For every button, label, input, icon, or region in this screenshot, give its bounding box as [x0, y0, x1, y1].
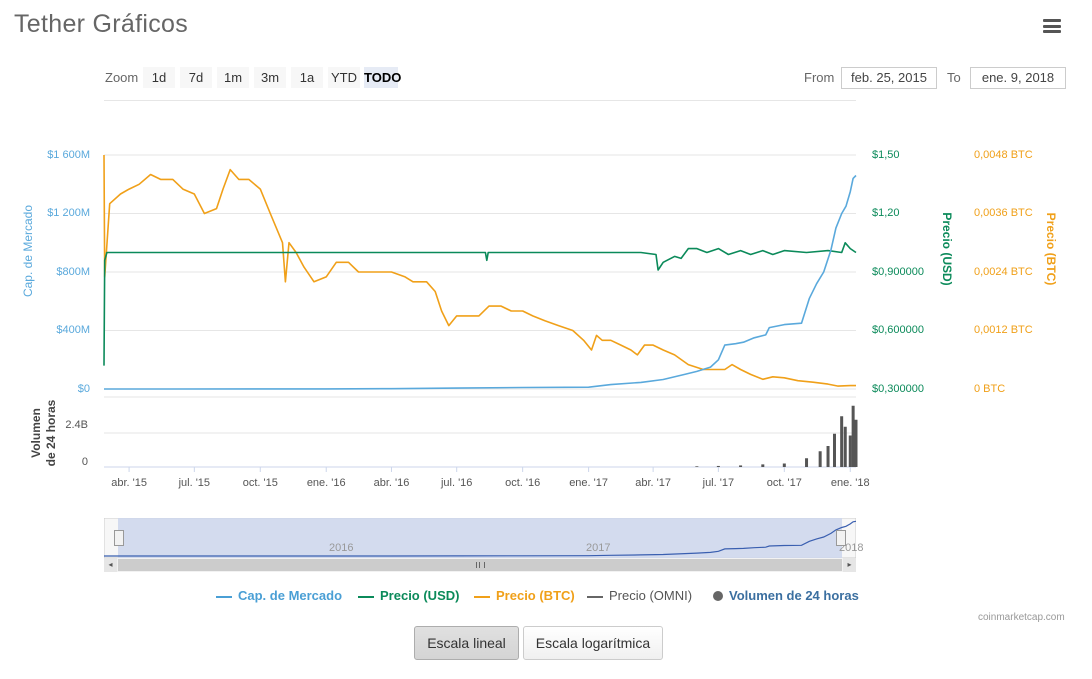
circle-icon	[713, 591, 723, 601]
volume-bar	[851, 405, 855, 467]
x-tick-label: abr. '15	[111, 477, 147, 489]
price-btc-tick: 0,0048 BTC	[974, 149, 1033, 161]
toolbar-divider	[104, 100, 856, 101]
linear-scale-button[interactable]: Escala lineal	[414, 626, 519, 660]
zoom-ytd-button[interactable]: YTD	[328, 67, 360, 88]
market-cap-tick: $1 200M	[47, 207, 90, 219]
navigator-label-2017: 2017	[586, 542, 611, 554]
x-tick-label: jul. '16	[440, 477, 473, 489]
line-icon	[358, 595, 374, 598]
zoom-1a-button[interactable]: 1a	[291, 67, 323, 88]
volume-bar	[848, 435, 852, 467]
menu-icon[interactable]	[1043, 19, 1061, 33]
x-tick-label: jul. '15	[178, 477, 211, 489]
volume-bar	[854, 419, 858, 467]
volume-bar	[739, 465, 743, 467]
x-tick-label: oct. '15	[242, 477, 278, 489]
x-tick-label: ene. '16	[306, 477, 346, 489]
price-btc-tick: 0,0036 BTC	[974, 207, 1033, 219]
volume-bar	[782, 463, 786, 467]
volume-tick: 2.4B	[65, 419, 88, 431]
volume-bar	[695, 466, 699, 467]
x-tick-label: oct. '16	[505, 477, 541, 489]
series-line-price-usd	[103, 242, 857, 366]
page-title: Tether Gráficos	[14, 10, 189, 38]
x-tick-label: oct. '17	[766, 477, 802, 489]
market-cap-tick: $400M	[56, 324, 90, 336]
log-scale-button[interactable]: Escala logarítmica	[523, 626, 663, 660]
price-chart	[103, 154, 858, 472]
series-line-price-btc	[103, 154, 856, 387]
x-tick-label: jul. '17	[702, 477, 735, 489]
navigator-selection	[118, 518, 842, 558]
x-tick-label: abr. '16	[373, 477, 410, 489]
line-icon	[474, 595, 490, 598]
scroll-right-arrow-icon[interactable]: ▸	[843, 558, 856, 572]
navigator[interactable]	[103, 517, 857, 559]
line-icon	[216, 595, 232, 598]
from-date-input[interactable]: feb. 25, 2015	[841, 67, 937, 89]
from-label: From	[804, 70, 835, 85]
x-tick-label: abr. '17	[635, 477, 671, 489]
price-usd-tick: $1,20	[872, 207, 900, 219]
legend-price-usd[interactable]: Precio (USD)	[358, 588, 459, 603]
market-cap-tick: $800M	[56, 266, 90, 278]
navigator-left-handle[interactable]	[114, 530, 124, 546]
market-cap-tick: $0	[77, 383, 90, 395]
to-date-input[interactable]: ene. 9, 2018	[970, 67, 1066, 89]
scrollbar[interactable]: ◂ ▸	[104, 558, 856, 572]
volume-bar	[761, 464, 765, 467]
price-btc-tick: 0,0012 BTC	[974, 324, 1033, 336]
series-line-market-cap	[104, 174, 857, 390]
zoom-all-button[interactable]: TODO	[364, 67, 401, 88]
volume-bar	[805, 458, 809, 467]
line-icon	[587, 595, 603, 598]
x-tick-label: ene. '17	[569, 477, 608, 489]
volume-bar	[818, 451, 822, 467]
scrollbar-thumb[interactable]	[118, 559, 842, 571]
legend-price-omni[interactable]: Precio (OMNI)	[587, 588, 692, 603]
legend-volume[interactable]: Volumen de 24 horas	[713, 588, 859, 603]
price-usd-tick: $0,600000	[872, 324, 924, 336]
volume-bar	[840, 416, 844, 467]
zoom-label: Zoom	[105, 70, 139, 85]
volume-bar	[832, 433, 836, 467]
volume-bar	[843, 426, 847, 467]
zoom-1m-button[interactable]: 1m	[217, 67, 249, 88]
zoom-3m-button[interactable]: 3m	[254, 67, 286, 88]
legend-market-cap[interactable]: Cap. de Mercado	[216, 588, 342, 603]
market-cap-tick: $1 600M	[47, 149, 90, 161]
x-tick-label: ene. '18	[830, 477, 870, 489]
legend-price-btc[interactable]: Precio (BTC)	[474, 588, 575, 603]
scroll-left-arrow-icon[interactable]: ◂	[104, 558, 117, 572]
price-btc-tick: 0,0024 BTC	[974, 266, 1033, 278]
price-usd-tick: $0,300000	[872, 383, 924, 395]
to-label: To	[947, 70, 961, 85]
credit-link[interactable]: coinmarketcap.com	[978, 612, 1065, 623]
navigator-right-handle[interactable]	[836, 530, 846, 546]
price-btc-tick: 0 BTC	[974, 383, 1006, 395]
zoom-1d-button[interactable]: 1d	[143, 67, 175, 88]
navigator-label-2016: 2016	[329, 542, 354, 554]
price-usd-tick: $0,900000	[872, 266, 924, 278]
navigator-line	[104, 520, 857, 557]
volume-bar	[826, 446, 830, 467]
zoom-7d-button[interactable]: 7d	[180, 67, 212, 88]
volume-bar	[716, 465, 720, 467]
price-usd-tick: $1,50	[872, 149, 900, 161]
volume-tick: 0	[81, 456, 88, 468]
